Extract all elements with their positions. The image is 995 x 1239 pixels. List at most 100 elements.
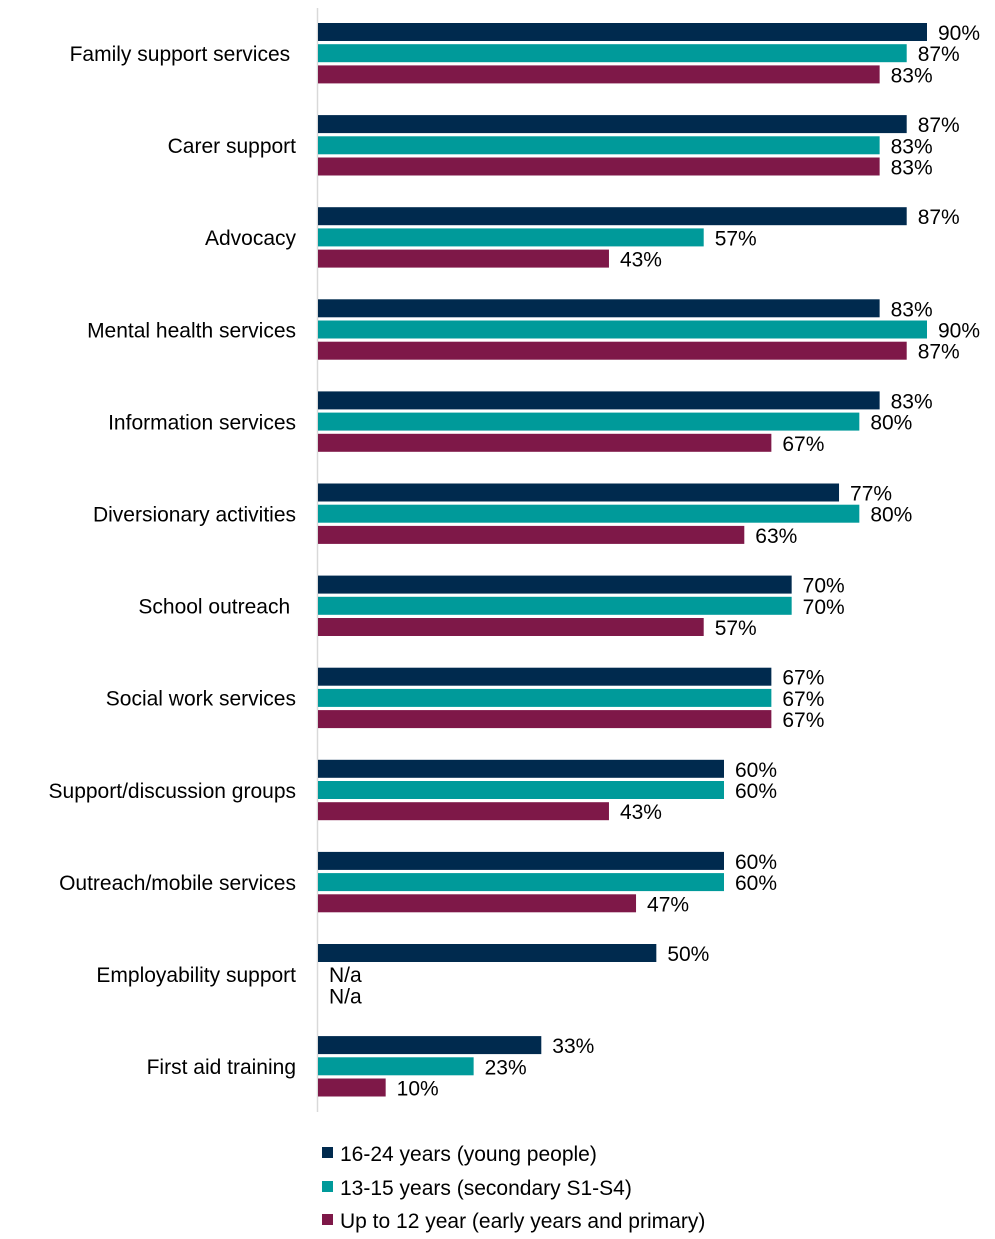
bar	[318, 688, 772, 707]
category-label: Family support services	[70, 43, 296, 66]
bar	[318, 667, 772, 686]
bar	[318, 851, 724, 870]
data-label: 10%	[397, 1078, 439, 1101]
legend-swatch	[322, 1214, 333, 1225]
category-group: Mental health services 83%90%87%	[87, 298, 980, 363]
category-label: Mental health services	[87, 319, 296, 342]
category-label: Support/discussion groups	[49, 780, 296, 803]
category-group: First aid training 33% 23% 10%	[147, 1035, 595, 1100]
data-label: 33%	[552, 1035, 594, 1058]
data-label: 80%	[870, 412, 912, 435]
bar	[318, 412, 860, 431]
data-label: 67%	[782, 433, 824, 456]
bar	[318, 115, 907, 134]
category-label: School outreach	[138, 596, 296, 619]
legend-label: 13-15 years (secondary S1-S4)	[340, 1177, 632, 1200]
data-label: 87%	[918, 206, 960, 229]
data-label: 60%	[735, 872, 777, 895]
legend: 16-24 years (young people) 13-15 years (s…	[322, 1143, 705, 1233]
category-group: Information services 83%80% 67%	[108, 390, 933, 455]
data-label: 87%	[918, 341, 960, 364]
bar	[318, 944, 657, 962]
data-label: 90%	[938, 320, 980, 343]
bar	[318, 433, 772, 452]
category-group: Support/discussion groups 60%60% 43%	[49, 759, 778, 824]
bar	[318, 759, 724, 778]
bar	[318, 207, 907, 226]
legend-swatch	[322, 1147, 333, 1158]
category-label: Outreach/mobile services	[59, 872, 296, 895]
data-label: 83%	[891, 64, 933, 87]
data-label: 67%	[782, 667, 824, 690]
data-label: 60%	[735, 780, 777, 803]
category-group: Employability support 50% N/aN/a	[96, 943, 709, 1008]
category-label: Carer support	[168, 135, 297, 158]
data-label: 87%	[918, 43, 960, 66]
bar	[318, 249, 609, 268]
missing-data-label: N/a	[329, 985, 362, 1008]
bar	[318, 873, 724, 892]
legend-swatch	[322, 1181, 333, 1192]
data-label: 67%	[782, 709, 824, 732]
data-label: 83%	[891, 135, 933, 158]
data-label: 70%	[803, 575, 845, 598]
bar	[318, 1057, 474, 1076]
data-label: 70%	[803, 596, 845, 619]
bar	[318, 157, 880, 176]
category-label: Diversionary activities	[93, 504, 296, 527]
data-label: 57%	[715, 227, 757, 250]
bar	[318, 228, 704, 247]
data-label: 57%	[715, 617, 757, 640]
bar	[318, 596, 792, 615]
data-label: 83%	[891, 157, 933, 180]
bar	[318, 710, 772, 729]
data-label: 43%	[620, 801, 662, 824]
bar	[318, 781, 724, 799]
data-label: 83%	[891, 298, 933, 321]
category-label: Employability support	[96, 964, 296, 987]
data-label: 47%	[647, 893, 689, 916]
data-label: 23%	[485, 1056, 527, 1079]
data-label: 60%	[735, 851, 777, 874]
bar	[318, 802, 609, 821]
data-label: 50%	[667, 943, 709, 966]
category-group: Diversionary activities 77%80% 63%	[93, 483, 912, 548]
category-label: Information services	[108, 411, 296, 434]
bar	[318, 391, 880, 410]
data-label: 43%	[620, 249, 662, 272]
bar	[318, 341, 907, 360]
bar	[318, 136, 880, 155]
data-label: 67%	[782, 688, 824, 711]
data-label: 63%	[755, 525, 797, 548]
bar	[318, 23, 927, 41]
category-group: Advocacy 87% 57% 43%	[205, 206, 960, 271]
data-label: 80%	[870, 504, 912, 527]
category-label: Social work services	[106, 688, 296, 711]
data-label: 77%	[850, 483, 892, 506]
bar	[318, 618, 704, 636]
legend-item: 16-24 years (young people)	[322, 1143, 597, 1166]
bar	[318, 525, 745, 544]
legend-label: 16-24 years (young people)	[340, 1143, 597, 1166]
bar	[318, 44, 907, 63]
category-label: Advocacy	[205, 227, 297, 250]
bar	[318, 575, 792, 594]
bar	[318, 65, 880, 84]
legend-label: Up to 12 year (early years and primary)	[340, 1210, 705, 1233]
category-group: Family support services 90%87%83%	[70, 22, 980, 87]
bar	[318, 483, 840, 502]
data-label: 87%	[918, 114, 960, 137]
data-label: 83%	[891, 390, 933, 413]
legend-item: Up to 12 year (early years and primary)	[322, 1210, 705, 1233]
data-label: 90%	[938, 22, 980, 45]
bar	[318, 320, 927, 339]
category-group: Outreach/mobile services 60%60% 47%	[59, 851, 777, 916]
missing-data-label: N/a	[329, 964, 362, 987]
bar	[318, 1078, 386, 1097]
data-label: 60%	[735, 759, 777, 782]
legend-item: 13-15 years (secondary S1-S4)	[322, 1177, 632, 1200]
bar	[318, 894, 637, 913]
